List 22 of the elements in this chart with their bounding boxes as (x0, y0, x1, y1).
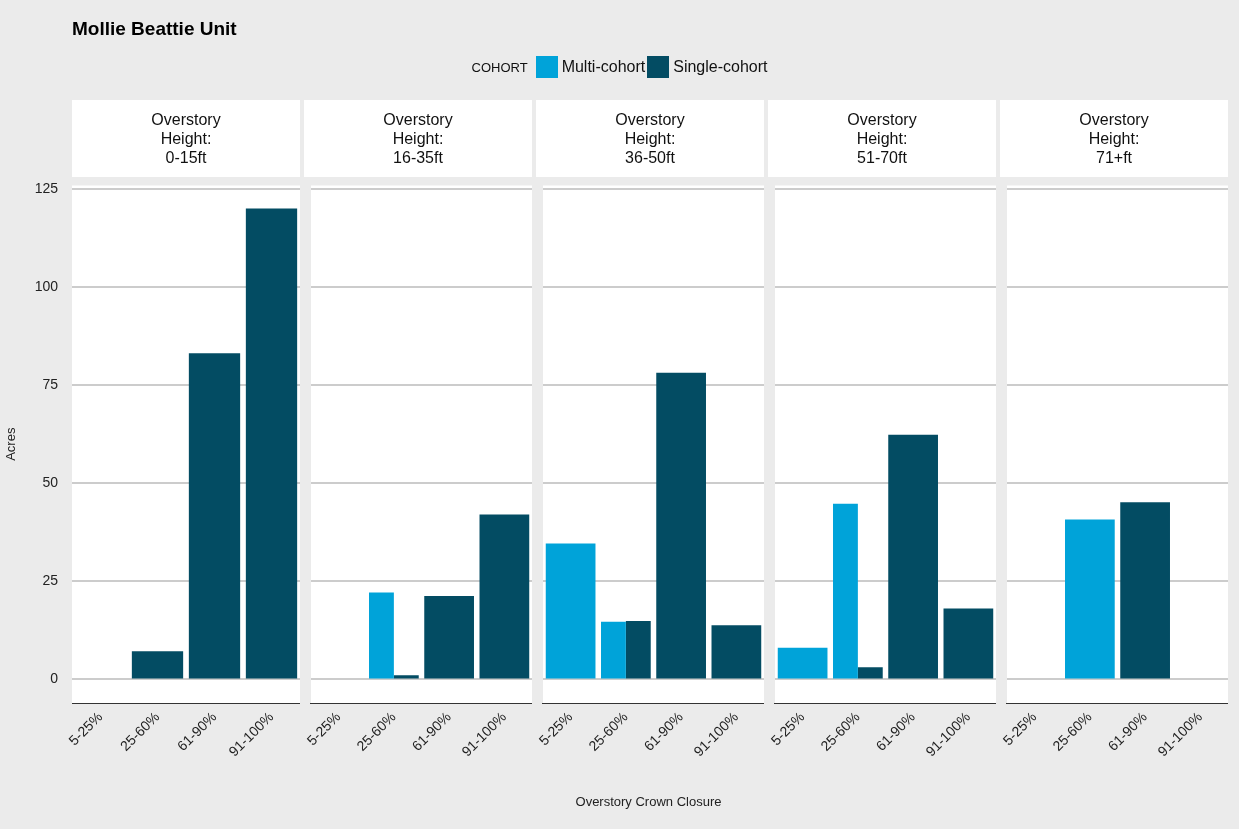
bar (131, 651, 184, 679)
y-tick-label: 0 (50, 670, 59, 687)
bar (369, 592, 394, 679)
legend-label: Single-cohort (673, 58, 768, 76)
chart-subtitle: Overstory Height: 71+ft (1079, 111, 1149, 166)
y-tick-label: 100 (34, 278, 59, 295)
y-axis-title: Acres (3, 427, 19, 461)
bar (479, 514, 530, 679)
chart-subtitle: Overstory Height: 51-70ft (847, 111, 917, 166)
bar (245, 208, 298, 679)
chart-subtitle: Overstory Height: 36-50ft (615, 111, 685, 166)
x-axis-title: Overstory Crown Closure (574, 794, 723, 809)
y-tick-label: 125 (34, 180, 59, 197)
bar (188, 353, 241, 679)
chart-subtitle: Overstory Height: 0-15ft (151, 111, 221, 166)
y-tick-label: 50 (42, 474, 59, 491)
y-tick-label: 25 (42, 572, 59, 589)
chart-subtitle: Overstory Height: 16-35ft (383, 111, 453, 166)
chart-title: Mollie Beattie Unit (72, 18, 237, 40)
legend-label: Multi-cohort (561, 58, 646, 76)
y-tick-label: 75 (42, 376, 59, 393)
legend-title: COHORT (471, 59, 528, 75)
